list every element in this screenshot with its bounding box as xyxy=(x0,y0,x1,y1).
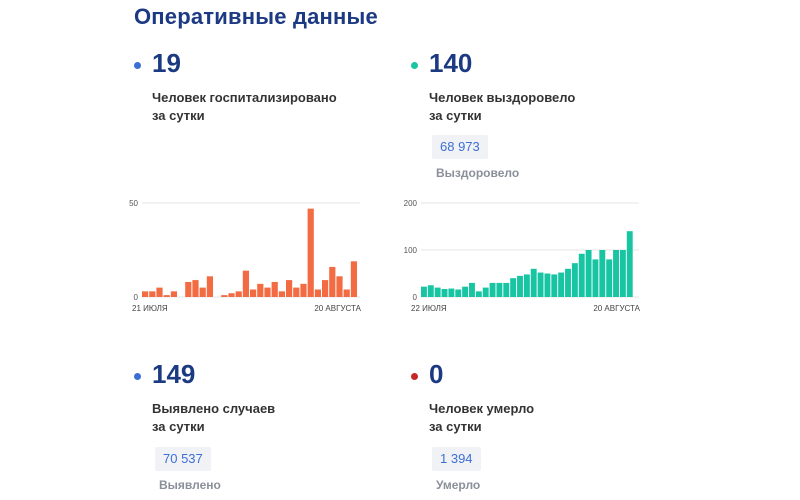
rec-x-end-label: 20 АВГУСТА xyxy=(593,304,640,313)
hospitalized-bar-chart: 0 50 21 ИЮЛЯ 20 АВГУСТА xyxy=(129,199,362,313)
hospitalized-desc-line1: Человек госпитализировано xyxy=(152,90,337,105)
hosp-bar xyxy=(242,270,249,297)
rec-bar xyxy=(503,282,510,297)
recovered-total-badge: 68 973 xyxy=(432,135,488,159)
recovered-bar-chart: 0 100 200 22 ИЮЛЯ 20 АВГУСТА xyxy=(404,199,641,313)
recovered-desc-line1: Человек выздоровело xyxy=(429,90,576,105)
detected-value: 149 xyxy=(152,359,196,389)
hosp-ytick-label: 50 xyxy=(129,199,138,208)
hosp-bar xyxy=(271,281,278,297)
rec-bar xyxy=(489,282,496,297)
rec-bar xyxy=(482,287,489,297)
hosp-bar xyxy=(221,295,228,297)
hosp-bar xyxy=(199,287,206,297)
recovered-value: 140 xyxy=(429,48,473,78)
hospitalized-value: 19 xyxy=(152,48,181,78)
rec-bar xyxy=(427,285,434,297)
hosp-bar xyxy=(192,280,199,297)
detected-total-badge: 70 537 xyxy=(155,447,211,471)
rec-bar xyxy=(523,274,530,297)
hosp-bar xyxy=(307,208,314,297)
detected-desc-line1: Выявлено случаев xyxy=(152,401,276,416)
hosp-bar xyxy=(206,276,213,297)
rec-bar xyxy=(626,231,633,297)
hosp-bar xyxy=(149,291,156,297)
rec-bar xyxy=(462,286,469,297)
died-desc-line1: Человек умерло xyxy=(429,401,535,416)
hosp-bar xyxy=(142,291,149,297)
rec-bar xyxy=(530,268,537,297)
recovered-total-label: Выздоровело xyxy=(436,166,520,180)
rec-ytick-label: 100 xyxy=(404,246,418,255)
recovered-desc-line2: за сутки xyxy=(429,108,482,123)
hosp-bar xyxy=(336,276,343,297)
rec-bar xyxy=(496,282,503,297)
died-total-label: Умерло xyxy=(436,478,481,492)
rec-bar xyxy=(517,275,523,297)
rec-bar xyxy=(592,259,599,297)
hosp-bar xyxy=(314,289,321,297)
detected-dot xyxy=(134,373,141,380)
rec-bar xyxy=(544,273,551,297)
rec-bar xyxy=(537,272,544,297)
hosp-bar xyxy=(300,283,307,297)
rec-bar xyxy=(613,250,619,297)
hosp-bar xyxy=(250,289,257,297)
hosp-bar xyxy=(264,287,271,297)
rec-bar xyxy=(599,250,606,297)
rec-bar xyxy=(475,291,482,297)
rec-bar xyxy=(571,263,578,297)
hosp-bar xyxy=(286,280,293,297)
died-dot xyxy=(411,373,418,380)
hosp-bar xyxy=(235,291,242,297)
hosp-bar xyxy=(156,287,163,297)
rec-bar xyxy=(441,289,448,297)
rec-bar xyxy=(585,250,592,297)
rec-bar xyxy=(558,272,565,297)
rec-bar xyxy=(551,274,558,297)
hosp-bar xyxy=(278,291,285,297)
hospitalized-dot xyxy=(134,62,141,69)
recovered-dot xyxy=(411,62,418,69)
hosp-bar xyxy=(322,280,329,297)
hosp-bar xyxy=(163,295,170,297)
hospitalized-desc-line2: за сутки xyxy=(152,108,205,123)
hosp-bar xyxy=(257,283,264,297)
rec-bar xyxy=(578,253,585,297)
detected-desc-line2: за сутки xyxy=(152,419,205,434)
hosp-bar xyxy=(185,281,192,297)
hosp-bar xyxy=(228,293,235,297)
hosp-x-end-label: 20 АВГУСТА xyxy=(314,304,361,313)
hosp-bar xyxy=(343,289,350,297)
rec-bar xyxy=(455,289,462,297)
died-desc-line2: за сутки xyxy=(429,419,482,434)
hosp-bar xyxy=(170,291,177,297)
hosp-x-start-label: 21 ИЮЛЯ xyxy=(132,304,168,313)
rec-x-start-label: 22 ИЮЛЯ xyxy=(411,304,447,313)
rec-bar xyxy=(421,286,427,297)
rec-bar xyxy=(565,268,571,297)
rec-bar xyxy=(469,282,475,297)
rec-bar xyxy=(434,287,441,297)
hosp-bar xyxy=(350,261,357,297)
hosp-bar xyxy=(329,266,336,297)
hosp-ytick-label: 0 xyxy=(134,293,139,302)
died-value: 0 xyxy=(429,359,444,389)
rec-bar xyxy=(510,278,517,297)
hosp-bar xyxy=(293,287,300,297)
rec-bar xyxy=(448,288,455,297)
rec-bar xyxy=(606,259,613,297)
rec-ytick-label: 0 xyxy=(413,293,418,302)
rec-bar xyxy=(619,250,626,297)
died-total-badge: 1 394 xyxy=(432,447,481,471)
detected-total-label: Выявлено xyxy=(159,478,221,492)
page-title: Оперативные данные xyxy=(134,4,378,29)
rec-ytick-label: 200 xyxy=(404,199,418,208)
